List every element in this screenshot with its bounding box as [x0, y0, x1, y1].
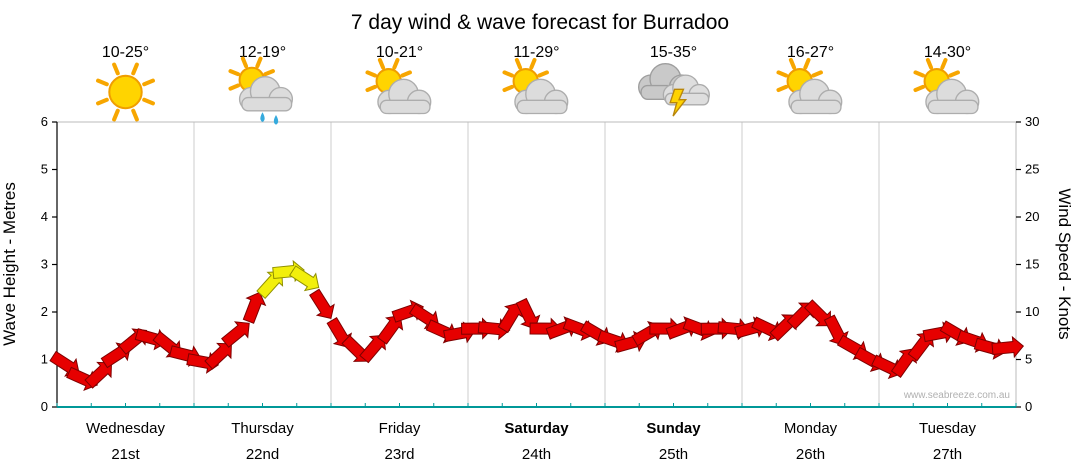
right-tick-label: 10 [1025, 304, 1039, 319]
right-tick-label: 20 [1025, 209, 1039, 224]
day-name: Thursday [231, 420, 294, 437]
left-tick-label: 2 [41, 304, 48, 319]
wind-arrow [803, 299, 831, 327]
day-date: 25th [659, 446, 688, 463]
day-date: 27th [933, 446, 962, 463]
weather-icon-sun-cloud-rain [228, 56, 294, 125]
right-tick-label: 0 [1025, 399, 1032, 414]
day-name: Monday [784, 420, 838, 437]
wind-arrow [84, 361, 113, 389]
day-date: 23rd [384, 446, 414, 463]
day-name: Sunday [646, 420, 701, 437]
right-axis-label: Wind Speed - Knots [1055, 188, 1074, 339]
weather-icon-sun-cloud [913, 57, 980, 115]
temp-label: 15-35° [650, 44, 697, 61]
left-tick-label: 5 [41, 162, 48, 177]
weather-icon-sun-cloud [776, 57, 843, 115]
temp-label: 16-27° [787, 44, 834, 61]
left-tick-label: 0 [41, 399, 48, 414]
temp-label: 12-19° [239, 44, 286, 61]
wind-arrow [242, 291, 267, 324]
left-axis-label: Wave Height - Metres [0, 182, 19, 346]
temp-label: 14-30° [924, 44, 971, 61]
day-date: 22nd [246, 446, 279, 463]
day-name: Saturday [504, 420, 569, 437]
right-tick-label: 15 [1025, 257, 1039, 272]
wind-arrow [204, 342, 232, 370]
temp-label: 11-29° [513, 44, 559, 61]
chart-title: 7 day wind & wave forecast for Burradoo [351, 11, 729, 34]
wind-arrow [991, 335, 1025, 359]
day-name: Wednesday [86, 420, 165, 437]
temp-label: 10-25° [102, 44, 149, 61]
axes: 0 1 2 3 4 5 6 0 5 10 15 20 25 30 [41, 114, 1040, 414]
day-date: 21st [111, 446, 140, 463]
day-name: Tuesday [919, 420, 976, 437]
day-headers: 10-25° 12-19° 10-21° 11-29° 15-35° 16-27°… [96, 44, 980, 125]
weather-icon-sunny [96, 62, 155, 122]
wind-arrow [309, 288, 335, 320]
left-tick-label: 1 [41, 352, 48, 367]
left-tick-label: 6 [41, 114, 48, 129]
wind-arrows [49, 259, 1025, 391]
weather-icon-storm [637, 62, 710, 117]
wind-arrow [376, 315, 404, 345]
wind-arrow [515, 297, 541, 330]
temp-label: 10-21° [376, 44, 423, 61]
right-tick-label: 30 [1025, 114, 1039, 129]
weather-icon-sun-cloud [502, 57, 569, 115]
left-tick-label: 4 [41, 209, 48, 224]
right-tick-label: 5 [1025, 352, 1032, 367]
day-name: Friday [379, 420, 421, 437]
watermark: www.seabreeze.com.au [903, 390, 1010, 401]
day-date: 26th [796, 446, 825, 463]
wind-arrow [289, 265, 320, 292]
weather-icon-sun-cloud [365, 57, 432, 115]
day-date: 24th [522, 446, 551, 463]
day-labels: Wednesday 21st Thursday 22nd Friday 23rd Satur… [86, 420, 976, 463]
left-tick-label: 3 [41, 257, 48, 272]
wind-arrow [220, 321, 250, 348]
right-tick-label: 25 [1025, 162, 1039, 177]
